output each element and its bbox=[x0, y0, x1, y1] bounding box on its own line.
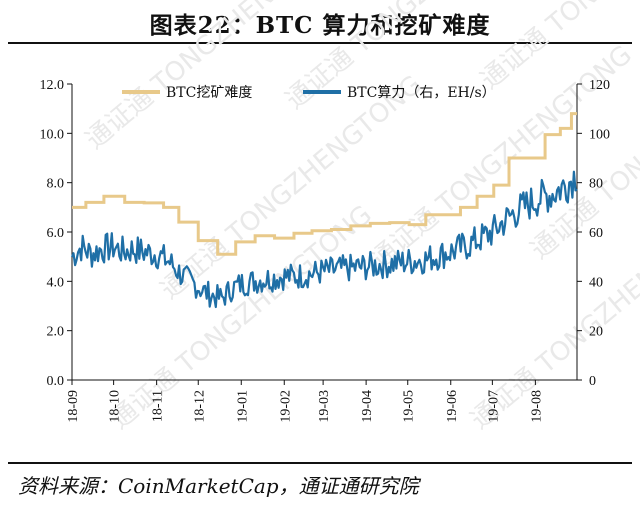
y-left-tick-label: 0.0 bbox=[47, 374, 65, 389]
x-tick-label: 19-03 bbox=[317, 390, 332, 423]
y-right-tick-label: 80 bbox=[589, 177, 603, 192]
y-right-tick-label: 60 bbox=[589, 226, 603, 241]
x-tick-label: 18-12 bbox=[192, 390, 207, 423]
chart-title: 图表22：BTC 算力和挖矿难度 bbox=[149, 12, 491, 39]
y-left-tick-label: 2.0 bbox=[47, 325, 65, 340]
x-tick-label: 19-05 bbox=[402, 390, 417, 423]
y-right-tick-label: 20 bbox=[589, 325, 603, 340]
x-tick-label: 19-04 bbox=[360, 390, 375, 423]
y-left-tick-label: 10.0 bbox=[40, 127, 65, 142]
hashrate-series-line bbox=[70, 170, 578, 309]
bottom-rule bbox=[8, 462, 632, 464]
source-note: 资料来源：CoinMarketCap，通证通研究院 bbox=[18, 474, 419, 498]
x-tick-label: 18-09 bbox=[66, 390, 81, 423]
y-right-tick-label: 120 bbox=[589, 78, 610, 93]
y-right-tick-label: 100 bbox=[589, 127, 610, 142]
x-tick-label: 19-01 bbox=[235, 390, 250, 423]
x-tick-label: 19-06 bbox=[445, 390, 460, 423]
chart-axes: 0.0 2.0 4.0 6.0 8.0 10.0 12.0 0 20 40 60 80 100 120 18… bbox=[40, 78, 611, 423]
x-tick-label: 18-11 bbox=[151, 390, 166, 422]
x-tick-label: 19-08 bbox=[529, 390, 544, 423]
series-layer bbox=[70, 112, 578, 309]
y-right-tick-label: 0 bbox=[589, 374, 596, 389]
legend-label-difficulty: BTC挖矿难度 bbox=[166, 85, 252, 101]
chart-legend: BTC挖矿难度 BTC算力（右，EH/s） bbox=[122, 85, 496, 101]
legend-label-hashrate: BTC算力（右，EH/s） bbox=[347, 85, 496, 101]
y-left-tick-label: 8.0 bbox=[47, 177, 65, 192]
difficulty-series-line bbox=[72, 112, 577, 256]
x-tick-label: 19-07 bbox=[486, 390, 501, 423]
y-right-tick-label: 40 bbox=[589, 275, 603, 290]
y-left-tick-label: 12.0 bbox=[40, 78, 65, 93]
x-tick-label: 18-10 bbox=[108, 390, 123, 423]
y-left-tick-label: 4.0 bbox=[47, 275, 65, 290]
top-rule bbox=[8, 42, 632, 44]
y-left-tick-label: 6.0 bbox=[47, 226, 65, 241]
x-tick-label: 19-02 bbox=[278, 390, 293, 423]
